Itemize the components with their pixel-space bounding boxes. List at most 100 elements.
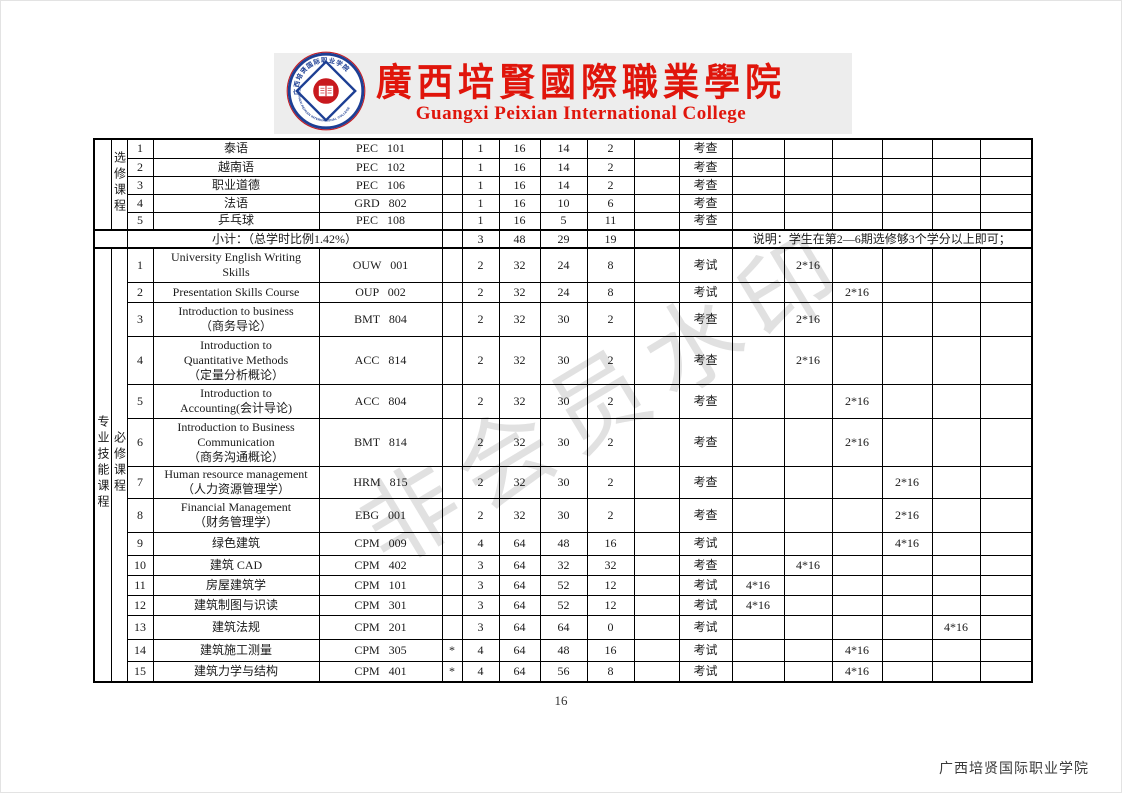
row-number: 11 xyxy=(126,574,154,596)
practice-hours: 2 xyxy=(586,157,635,177)
semester-6-hours xyxy=(979,247,1033,283)
course-name: 建筑 CAD xyxy=(152,554,320,576)
total-hours: 16 xyxy=(498,175,541,195)
course-row: 3 职业道德 PEC 106 1 16 14 2 考查 xyxy=(94,175,1033,195)
total-hours: 16 xyxy=(498,138,541,159)
semester-2-hours xyxy=(783,175,833,195)
row-number: 14 xyxy=(126,638,154,662)
practice-hours: 2 xyxy=(586,301,635,337)
semester-3-hours xyxy=(831,301,883,337)
semester-4-hours xyxy=(881,614,933,640)
star-flag xyxy=(441,138,463,159)
semester-6-hours xyxy=(979,614,1033,640)
semester-4-hours xyxy=(881,574,933,596)
course-code: BMT 804 xyxy=(318,301,443,337)
blank-cell xyxy=(633,594,680,616)
semester-4-hours xyxy=(881,554,933,576)
course-name: Introduction to business （商务导论） xyxy=(152,301,320,337)
semester-1-hours: 4*16 xyxy=(731,574,785,596)
semester-5-hours xyxy=(931,417,981,467)
semester-6-hours xyxy=(979,301,1033,337)
semester-6-hours xyxy=(979,417,1033,467)
semester-3-hours xyxy=(831,193,883,213)
college-name-zh: 廣西培賢國際職業學院 xyxy=(376,60,787,105)
star-flag xyxy=(441,497,463,533)
course-name: 建筑法规 xyxy=(152,614,320,640)
category-outer-label: 专业技能课程 xyxy=(96,415,110,511)
course-row: 6 Introduction to Business Communication … xyxy=(94,417,1033,467)
course-code: CPM 201 xyxy=(318,614,443,640)
star-flag xyxy=(441,211,463,231)
semester-1-hours xyxy=(731,417,785,467)
theory-hours: 24 xyxy=(539,247,588,283)
blank-cell xyxy=(633,157,680,177)
semester-3-hours: 4*16 xyxy=(831,638,883,662)
practice-hours: 8 xyxy=(586,281,635,303)
row-number: 2 xyxy=(126,281,154,303)
semester-2-hours: 2*16 xyxy=(783,301,833,337)
semester-1-hours xyxy=(731,638,785,662)
semester-1-hours xyxy=(731,247,785,283)
category-inner: 必修课程 xyxy=(110,247,128,683)
semester-2-hours xyxy=(783,497,833,533)
row-number: 9 xyxy=(126,531,154,556)
course-code: BMT 814 xyxy=(318,417,443,467)
course-name: 泰语 xyxy=(152,138,320,159)
semester-2-hours xyxy=(783,594,833,616)
practice-hours: 12 xyxy=(586,574,635,596)
assessment-type: 考查 xyxy=(678,193,733,213)
practice-hours: 16 xyxy=(586,531,635,556)
row-number: 1 xyxy=(126,247,154,283)
total-hours: 32 xyxy=(498,301,541,337)
blank-cell xyxy=(633,660,680,683)
total-hours: 32 xyxy=(498,465,541,499)
assessment-type: 考查 xyxy=(678,157,733,177)
course-name: 职业道德 xyxy=(152,175,320,195)
row-number: 5 xyxy=(126,211,154,231)
college-header: 广西培贤国际职业学院 GUANGXI PEIXIAN INTERNATIONAL… xyxy=(274,51,852,134)
semester-3-hours xyxy=(831,157,883,177)
assessment-type: 考试 xyxy=(678,594,733,616)
semester-6-hours xyxy=(979,531,1033,556)
total-hours: 32 xyxy=(498,497,541,533)
credits: 2 xyxy=(461,247,500,283)
semester-6-hours xyxy=(979,638,1033,662)
star-flag xyxy=(441,574,463,596)
blank-cell xyxy=(633,554,680,576)
semester-5-hours xyxy=(931,465,981,499)
practice-subtotal: 19 xyxy=(586,229,635,249)
semester-3-hours xyxy=(831,574,883,596)
course-code: EBG 001 xyxy=(318,497,443,533)
row-number: 6 xyxy=(126,417,154,467)
assessment-type: 考查 xyxy=(678,417,733,467)
blank-cell xyxy=(633,211,680,231)
open-book-icon xyxy=(318,85,334,97)
total-hours: 16 xyxy=(498,157,541,177)
practice-hours: 2 xyxy=(586,383,635,419)
assessment-type xyxy=(678,229,733,249)
semester-5-hours xyxy=(931,383,981,419)
theory-subtotal: 29 xyxy=(539,229,588,249)
semester-2-hours xyxy=(783,383,833,419)
course-row: 4 法语 GRD 802 1 16 10 6 考查 xyxy=(94,193,1033,213)
credits: 2 xyxy=(461,497,500,533)
course-row: 11 房屋建筑学 CPM 101 3 64 52 12 考试 4*16 xyxy=(94,574,1033,596)
credits: 3 xyxy=(461,574,500,596)
course-row: 8 Financial Management （财务管理学） EBG 001 2 32 3… xyxy=(94,497,1033,533)
semester-6-hours xyxy=(979,497,1033,533)
total-hours: 32 xyxy=(498,417,541,467)
course-name: Financial Management （财务管理学） xyxy=(152,497,320,533)
theory-hours: 48 xyxy=(539,638,588,662)
credits: 2 xyxy=(461,383,500,419)
semester-5-hours xyxy=(931,247,981,283)
assessment-type: 考试 xyxy=(678,638,733,662)
semester-4-hours xyxy=(881,175,933,195)
semester-5-hours xyxy=(931,660,981,683)
semester-2-hours xyxy=(783,660,833,683)
semester-1-hours xyxy=(731,497,785,533)
semester-1-hours xyxy=(731,383,785,419)
practice-hours: 2 xyxy=(586,465,635,499)
category-inner-label: 必修课程 xyxy=(112,431,127,495)
row-number: 3 xyxy=(126,175,154,195)
star-flag xyxy=(441,281,463,303)
